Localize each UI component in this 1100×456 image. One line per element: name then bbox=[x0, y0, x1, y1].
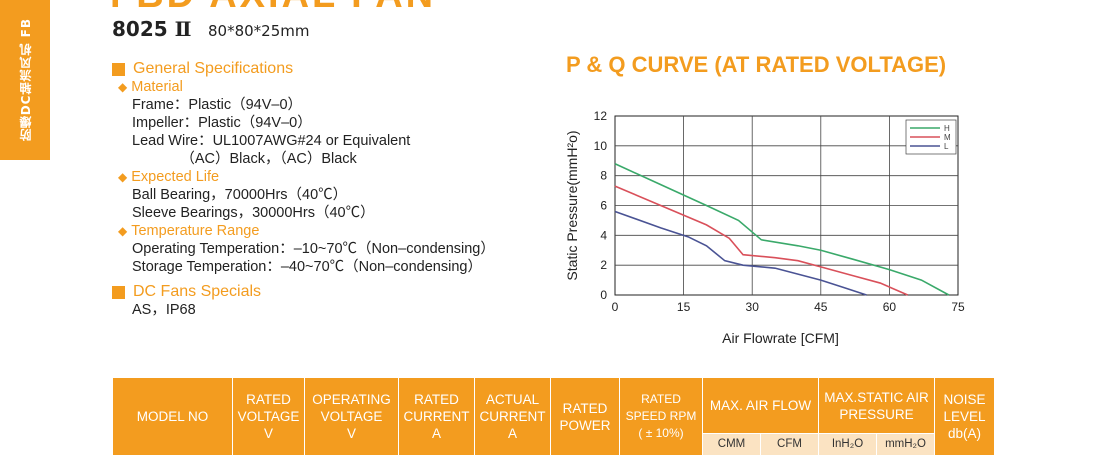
legend-label-m: M bbox=[944, 133, 951, 142]
dimensions: 80*80*25mm bbox=[208, 22, 310, 40]
series-line-h bbox=[614, 163, 950, 296]
spec-line: Frame：Plastic（94V–0） bbox=[132, 97, 303, 113]
diamond-bullet-icon: ◆ bbox=[118, 80, 128, 94]
model-number: 8025 Ⅱ bbox=[112, 17, 192, 41]
square-bullet-icon bbox=[112, 285, 125, 299]
diamond-bullet-icon: ◆ bbox=[118, 224, 128, 238]
header-model-no: MODEL NO bbox=[112, 377, 233, 456]
legend-label-h: H bbox=[944, 124, 950, 133]
spec-line: Impeller：Plastic（94V–0） bbox=[132, 115, 312, 131]
x-tick-label: 45 bbox=[814, 300, 828, 314]
general-specifications: General Specifications ◆ Material Frame：P… bbox=[112, 58, 552, 319]
y-tick-label: 6 bbox=[600, 199, 607, 213]
pq-curve-chart: 0 15 30 45 60 75 0 2 4 6 8 10 12 HML Air Flowrate [CFM… bbox=[564, 109, 965, 346]
spec-line: （AC）Black，（AC）Black bbox=[132, 151, 357, 167]
header-rated-voltage: RATED VOLTAGE V bbox=[232, 377, 305, 456]
y-axis-label: Static Pressure(mmH²o) bbox=[564, 130, 580, 280]
header-max-air-flow: MAX. AIR FLOW bbox=[702, 377, 819, 434]
square-bullet-icon bbox=[112, 62, 125, 76]
header-rated-speed: RATED SPEED RPM( ± 10%) bbox=[619, 377, 703, 456]
life-heading: ◆ Expected Life bbox=[118, 168, 552, 186]
x-tick-label: 15 bbox=[677, 300, 691, 314]
spec-line: Storage Temperation：–40~70℃（Non–condensi… bbox=[132, 259, 482, 275]
series-line-l bbox=[614, 210, 867, 296]
material-title: Material bbox=[131, 79, 183, 95]
header-max-static-pressure: MAX.STATIC AIR PRESSURE bbox=[818, 377, 935, 434]
header-operating-voltage: OPERATING VOLTAGE V bbox=[304, 377, 399, 456]
y-tick-label: 2 bbox=[600, 258, 607, 272]
y-tick-label: 12 bbox=[594, 109, 608, 123]
header-rated-power: RATED POWER bbox=[550, 377, 620, 456]
temp-title: Temperature Range bbox=[131, 223, 260, 239]
legend-label-l: L bbox=[944, 142, 949, 151]
spec-line: Operating Temperation：–10~70℃（Non–conden… bbox=[132, 241, 495, 257]
unit-cmm: CMM bbox=[702, 433, 761, 456]
section-dc-title: DC Fans Specials bbox=[133, 283, 262, 300]
x-tick-label: 30 bbox=[746, 300, 760, 314]
temp-heading: ◆ Temperature Range bbox=[118, 222, 552, 240]
section-general: General Specifications bbox=[112, 60, 552, 78]
x-axis-label: Air Flowrate [CFM] bbox=[722, 330, 839, 346]
x-tick-label: 60 bbox=[883, 300, 897, 314]
model-code: 8025 bbox=[112, 17, 168, 41]
spec-line: Lead Wire：UL1007AWG#24 or Equivalent bbox=[132, 133, 411, 149]
unit-mmh2o: mmH₂O bbox=[876, 433, 935, 456]
model-roman: Ⅱ bbox=[174, 17, 192, 41]
spec-table: MODEL NO RATED VOLTAGE V OPERATING VOLTAG… bbox=[112, 377, 995, 456]
unit-cfm: CFM bbox=[760, 433, 819, 456]
y-tick-label: 4 bbox=[600, 228, 607, 242]
y-tick-label: 8 bbox=[600, 169, 607, 183]
life-title: Expected Life bbox=[131, 169, 220, 185]
side-category-tab: 防爆DC轴流风机 FB bbox=[0, 0, 50, 160]
header-rated-current: RATED CURRENT A bbox=[398, 377, 475, 456]
y-tick-label: 10 bbox=[594, 139, 608, 153]
diamond-bullet-icon: ◆ bbox=[118, 170, 128, 184]
unit-inh2o: InH₂O bbox=[818, 433, 877, 456]
spec-line: AS，IP68 bbox=[132, 302, 196, 318]
spec-line: Ball Bearing，70000Hrs（40℃） bbox=[132, 187, 348, 203]
header-actual-current: ACTUAL CURRENT A bbox=[474, 377, 551, 456]
header-noise-level: NOISE LEVEL db(A) bbox=[934, 377, 995, 456]
spec-line: Sleeve Bearings，30000Hrs（40℃） bbox=[132, 205, 375, 221]
side-tab-text: 防爆DC轴流风机 FB bbox=[18, 18, 33, 142]
chart-title: P & Q CURVE (AT RATED VOLTAGE) bbox=[566, 52, 947, 77]
y-tick-label: 0 bbox=[600, 288, 607, 302]
material-heading: ◆ Material bbox=[118, 78, 552, 96]
section-general-title: General Specifications bbox=[133, 60, 294, 77]
series-title: FBD AXIAL FAN bbox=[110, 0, 436, 17]
section-dc: DC Fans Specials bbox=[112, 283, 552, 301]
x-tick-label: 0 bbox=[612, 300, 619, 314]
series-line-m bbox=[614, 185, 909, 296]
x-tick-label: 75 bbox=[951, 300, 965, 314]
